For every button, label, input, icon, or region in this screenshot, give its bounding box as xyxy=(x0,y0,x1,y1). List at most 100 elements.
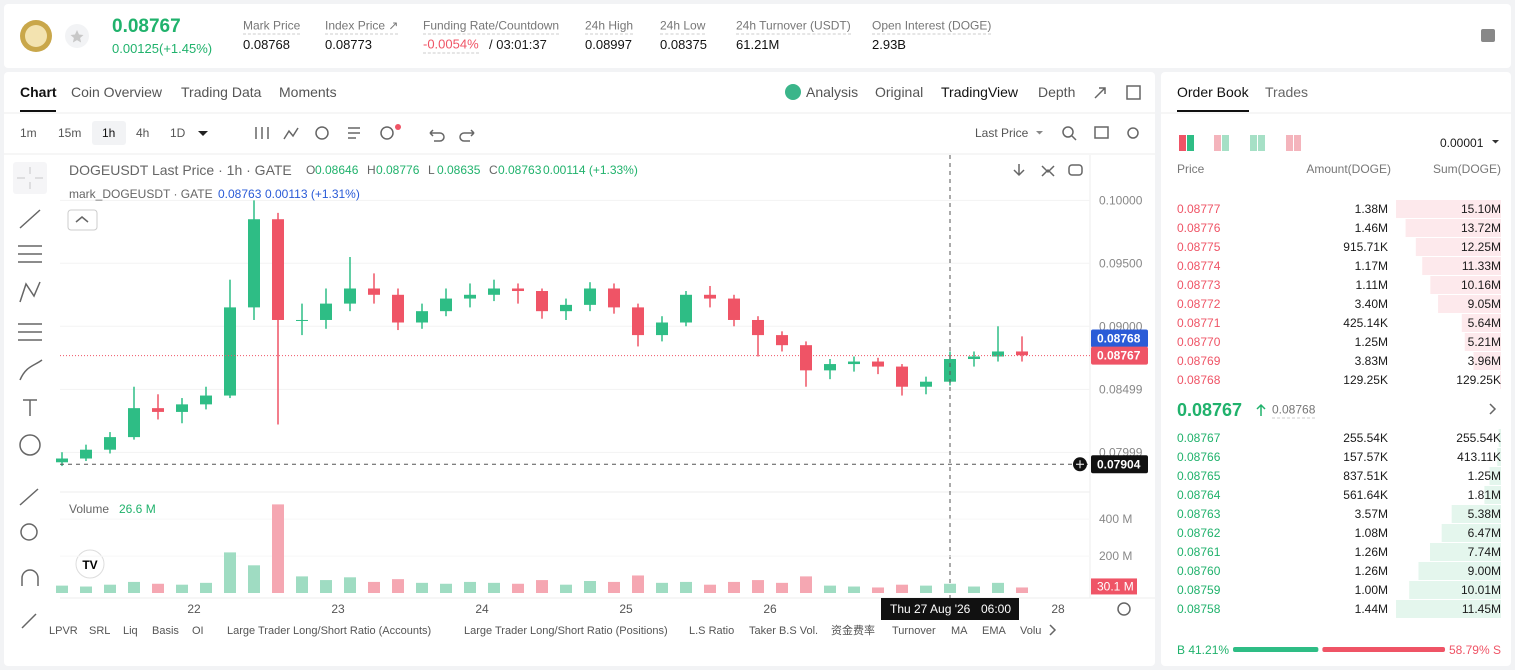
interval[interactable]: 1h xyxy=(102,126,116,140)
volume-bar xyxy=(56,585,68,593)
chart-tab[interactable]: Coin Overview xyxy=(71,84,163,100)
candle-body xyxy=(320,303,332,320)
interval[interactable]: 1D xyxy=(170,126,186,140)
volume-tick-label: 400 M xyxy=(1099,512,1132,526)
collapse-button[interactable] xyxy=(67,209,98,231)
indicator[interactable]: 资金费率 xyxy=(831,625,875,637)
y-tick-label: 0.08499 xyxy=(1099,382,1143,396)
ob-price: 0.08758 xyxy=(1177,602,1221,616)
candle-body xyxy=(488,288,500,295)
ob-price: 0.08772 xyxy=(1177,297,1221,311)
indicator[interactable]: L.S Ratio xyxy=(689,625,735,637)
toolbar-icons[interactable] xyxy=(17,85,1497,636)
depth-bar xyxy=(1396,200,1501,218)
candle-body xyxy=(560,304,572,312)
dropdown-arrow[interactable] xyxy=(198,131,208,136)
view-tab[interactable]: Depth xyxy=(1038,84,1076,100)
indicator[interactable]: OI xyxy=(192,625,204,637)
volume-bar xyxy=(368,581,380,593)
indicator[interactable]: Taker B.S Vol. xyxy=(749,625,819,637)
ob-sum: 11.33M xyxy=(1461,259,1501,273)
depth-bar xyxy=(1409,581,1501,599)
candle-body xyxy=(464,294,476,299)
view-tab[interactable]: TradingView xyxy=(941,84,1019,100)
ob-tab[interactable]: Order Book xyxy=(1177,84,1249,100)
candle-body xyxy=(368,288,380,295)
view-tab[interactable]: Analysis xyxy=(806,84,859,100)
ob-price: 0.08776 xyxy=(1177,221,1221,235)
sell-ratio-bar xyxy=(1322,647,1445,652)
ob-sum: 413.11K xyxy=(1457,450,1501,464)
indicator[interactable]: SRL xyxy=(89,625,111,637)
candle-body xyxy=(848,361,860,365)
price-change: 0.00125(+1.45%) xyxy=(112,41,213,56)
candle-body xyxy=(200,395,212,405)
tv-logo xyxy=(75,549,105,579)
chart-tab[interactable]: Moments xyxy=(279,84,337,100)
indicator[interactable]: Large Trader Long/Short Ratio (Positions… xyxy=(464,625,668,637)
candle-body xyxy=(80,449,92,459)
candle-body xyxy=(248,219,260,308)
ob-amount: 1.08M xyxy=(1354,526,1388,540)
ohlc-value: 0.08763 xyxy=(498,163,542,177)
ob-price: 0.08773 xyxy=(1177,278,1221,292)
ob-col: Amount(DOGE) xyxy=(1306,162,1391,176)
volume-bar xyxy=(176,584,188,593)
view-tab[interactable]: Original xyxy=(875,84,924,100)
mark-price-badge-text: 0.08768 xyxy=(1097,331,1141,345)
depth-bar xyxy=(1418,562,1501,580)
ob-col: Sum(DOGE) xyxy=(1432,162,1501,176)
volume-bar xyxy=(344,577,356,593)
ob-view-icons[interactable] xyxy=(1179,135,1301,151)
mark-change: 0.00113 (+1.31%) xyxy=(265,187,360,201)
ob-amount: 3.83M xyxy=(1354,354,1388,368)
chart-tab[interactable]: Chart xyxy=(20,84,57,100)
mark-value: 0.08763 xyxy=(218,187,262,201)
indicator[interactable]: LPVR xyxy=(49,625,78,637)
buy-ratio: B 41.21% xyxy=(1177,643,1230,657)
ob-price: 0.08761 xyxy=(1177,545,1221,559)
ohlc-value: 0.08646 xyxy=(315,163,359,177)
ob-sum: 7.74M xyxy=(1467,545,1501,559)
layout-icon[interactable] xyxy=(1481,29,1495,42)
price-source[interactable]: Last Price xyxy=(975,126,1029,140)
interval[interactable]: 4h xyxy=(136,126,150,140)
volume-tick-label: 200 M xyxy=(1099,549,1132,563)
interval-selected xyxy=(92,121,126,145)
volume-bar xyxy=(248,565,260,593)
dropdown-arrow[interactable] xyxy=(1036,131,1043,135)
interval[interactable]: 15m xyxy=(58,126,82,140)
ohlc-label: H xyxy=(367,163,376,177)
ohlc-label: C xyxy=(489,163,498,177)
dropdown-arrow[interactable] xyxy=(1492,140,1499,144)
ob-mid-price: 0.08767 xyxy=(1177,400,1243,420)
indicator[interactable]: Turnover xyxy=(892,625,936,637)
volume-bar xyxy=(944,583,956,593)
volume-bar xyxy=(776,582,788,593)
candle-body xyxy=(728,298,740,320)
ob-price: 0.08774 xyxy=(1177,259,1221,273)
indicator[interactable]: Large Trader Long/Short Ratio (Accounts) xyxy=(227,625,432,637)
indicator[interactable]: Basis xyxy=(152,625,179,637)
ob-tab[interactable]: Trades xyxy=(1265,84,1309,100)
interval[interactable]: 1m xyxy=(20,126,37,140)
candle-body xyxy=(416,311,428,323)
stat-value: -0.0054% xyxy=(423,36,479,54)
indicator[interactable]: EMA xyxy=(982,625,1006,637)
stat-extra: / 03:01:37 xyxy=(489,37,547,52)
stat-value: 61.21M xyxy=(736,37,780,52)
indicator[interactable]: MA xyxy=(951,625,968,637)
volume-bar xyxy=(728,581,740,593)
ob-price: 0.08769 xyxy=(1177,354,1221,368)
ob-precision[interactable]: 0.00001 xyxy=(1440,136,1484,150)
y-tick-label: 0.09500 xyxy=(1099,256,1143,270)
depth-bar xyxy=(1422,257,1501,275)
tool-selected xyxy=(13,162,47,194)
stat-label: 24h Turnover (USDT) xyxy=(736,18,851,35)
ob-sum: 10.01M xyxy=(1460,583,1501,597)
indicator[interactable]: Liq xyxy=(123,625,138,637)
indicator[interactable]: Volu xyxy=(1020,625,1042,637)
chart-tab[interactable]: Trading Data xyxy=(181,84,262,100)
